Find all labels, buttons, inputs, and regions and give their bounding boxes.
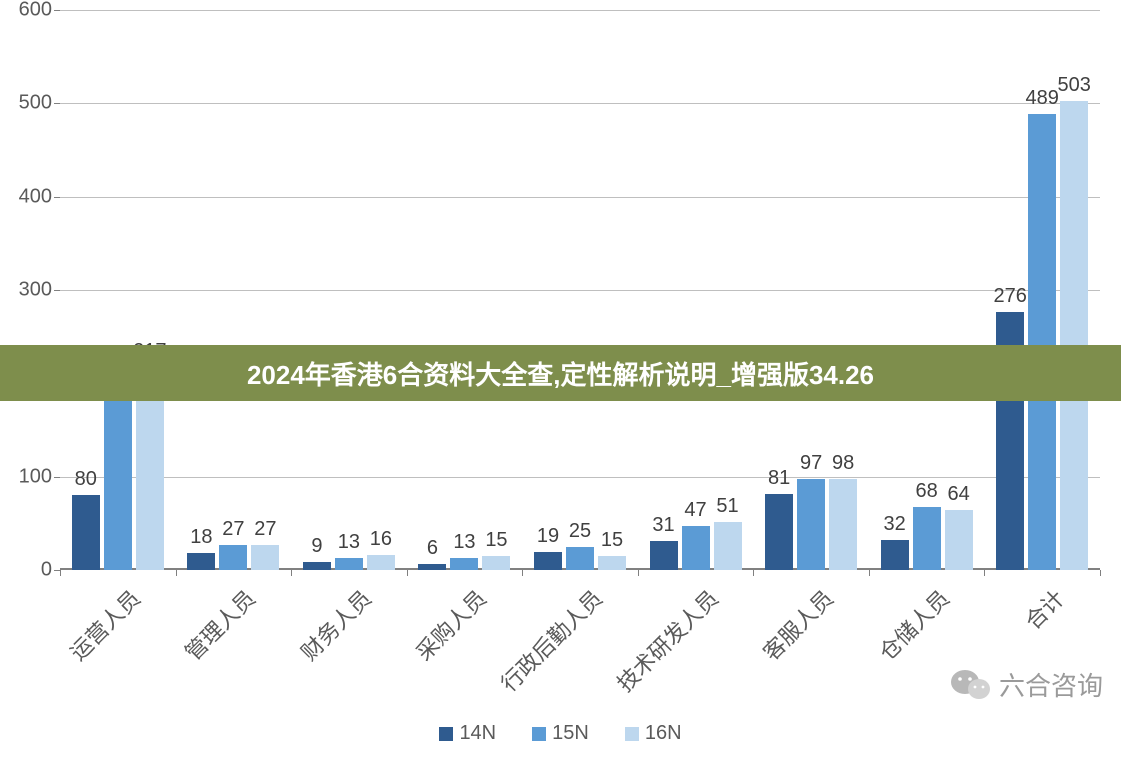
- legend-swatch: [532, 727, 546, 741]
- bar-value-label: 51: [716, 495, 738, 518]
- y-tick-label: 400: [19, 185, 52, 208]
- y-tick-label: 100: [19, 465, 52, 488]
- y-tick-label: 500: [19, 92, 52, 115]
- legend-label: 14N: [459, 722, 496, 744]
- y-tick-label: 0: [41, 559, 52, 582]
- bar-value-label: 64: [948, 483, 970, 506]
- bar: [534, 552, 562, 570]
- x-category-label: 客服人员: [755, 582, 840, 667]
- x-category-label: 采购人员: [408, 582, 493, 667]
- bar: [72, 495, 100, 570]
- wechat-icon: [951, 668, 991, 702]
- bar-value-label: 15: [601, 529, 623, 552]
- x-category-label: 仓储人员: [870, 582, 955, 667]
- bar: [913, 507, 941, 570]
- x-category-label: 技术研发人员: [608, 582, 724, 698]
- bar-value-label: 19: [537, 525, 559, 548]
- bar: [335, 558, 363, 570]
- bar: [714, 522, 742, 570]
- x-category-label: 运营人员: [62, 582, 147, 667]
- chart-container: 0100200300400500600 80199217182727913166…: [0, 0, 1121, 757]
- bar: [765, 494, 793, 570]
- bar-value-label: 25: [569, 520, 591, 543]
- y-tick-label: 600: [19, 0, 52, 22]
- x-category-label: 管理人员: [177, 582, 262, 667]
- bar: [450, 558, 478, 570]
- bar-value-label: 16: [370, 528, 392, 551]
- bar: [945, 510, 973, 570]
- bar: [1028, 114, 1056, 570]
- y-axis: 0100200300400500600: [0, 10, 60, 570]
- legend-item: 14N: [439, 722, 496, 745]
- bar: [482, 556, 510, 570]
- x-tick-mark: [1100, 570, 1101, 576]
- x-category-label: 合计: [1017, 582, 1071, 636]
- gridline: [60, 197, 1100, 198]
- y-tick-label: 300: [19, 279, 52, 302]
- bar-value-label: 81: [768, 467, 790, 490]
- watermark-text: 六合咨询: [999, 666, 1103, 703]
- bar-value-label: 68: [916, 480, 938, 503]
- x-tick-mark: [176, 570, 177, 576]
- legend-swatch: [625, 727, 639, 741]
- bar: [797, 479, 825, 570]
- x-tick-mark: [869, 570, 870, 576]
- legend-item: 15N: [532, 722, 589, 745]
- bar-value-label: 31: [652, 514, 674, 537]
- bar-value-label: 18: [190, 526, 212, 549]
- bar-value-label: 97: [800, 452, 822, 475]
- bar: [303, 562, 331, 570]
- bar: [251, 545, 279, 570]
- gridline: [60, 477, 1100, 478]
- bar-value-label: 489: [1026, 87, 1059, 110]
- bar: [219, 545, 247, 570]
- bar-value-label: 27: [222, 518, 244, 541]
- gridline: [60, 103, 1100, 104]
- x-tick-mark: [984, 570, 985, 576]
- gridline: [60, 290, 1100, 291]
- watermark: 六合咨询: [951, 666, 1103, 703]
- legend-swatch: [439, 727, 453, 741]
- bar-value-label: 13: [453, 531, 475, 554]
- legend-item: 16N: [625, 722, 682, 745]
- bar: [187, 553, 215, 570]
- plot-area: 8019921718272791316613151925153147518197…: [60, 10, 1100, 570]
- legend-label: 16N: [645, 722, 682, 744]
- gridline: [60, 10, 1100, 11]
- x-tick-mark: [291, 570, 292, 576]
- bar: [367, 555, 395, 570]
- x-tick-mark: [60, 570, 61, 576]
- bar-value-label: 276: [994, 285, 1027, 308]
- bar-value-label: 98: [832, 452, 854, 475]
- bar: [598, 556, 626, 570]
- bar-value-label: 13: [338, 531, 360, 554]
- x-category-label: 财务人员: [293, 582, 378, 667]
- bar: [566, 547, 594, 570]
- legend: 14N 15N 16N: [0, 722, 1121, 745]
- bar-value-label: 6: [427, 537, 438, 560]
- bar-value-label: 9: [311, 535, 322, 558]
- x-tick-mark: [753, 570, 754, 576]
- bar: [682, 526, 710, 570]
- bar: [1060, 101, 1088, 570]
- bar-value-label: 32: [884, 513, 906, 536]
- x-axis-labels: 运营人员管理人员财务人员采购人员行政后勤人员技术研发人员客服人员仓储人员合计: [60, 582, 1100, 692]
- bar-value-label: 80: [75, 468, 97, 491]
- x-category-label: 行政后勤人员: [493, 582, 609, 698]
- bar: [650, 541, 678, 570]
- bar-value-label: 47: [684, 499, 706, 522]
- legend-label: 15N: [552, 722, 589, 744]
- x-tick-mark: [407, 570, 408, 576]
- bar: [881, 540, 909, 570]
- x-tick-mark: [522, 570, 523, 576]
- bar-value-label: 503: [1058, 74, 1091, 97]
- bar-value-label: 15: [485, 529, 507, 552]
- bar: [418, 564, 446, 570]
- bar-value-label: 27: [254, 518, 276, 541]
- x-tick-mark: [638, 570, 639, 576]
- overlay-text: 2024年香港6合资料大全查,定性解析说明_增强版34.26: [247, 355, 874, 392]
- bar: [104, 384, 132, 570]
- bar: [829, 479, 857, 570]
- overlay-banner: 2024年香港6合资料大全查,定性解析说明_增强版34.26: [0, 345, 1121, 401]
